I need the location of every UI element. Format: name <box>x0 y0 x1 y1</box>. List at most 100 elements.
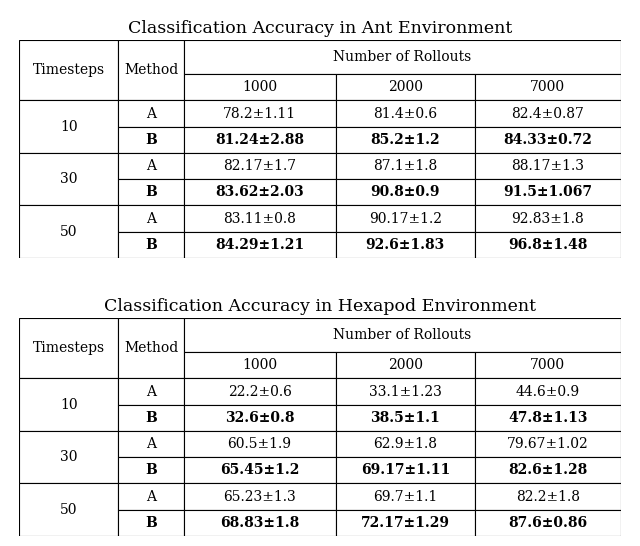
Bar <box>335 378 475 405</box>
Bar <box>184 100 335 127</box>
Text: 96.8±1.48: 96.8±1.48 <box>508 238 588 252</box>
Bar <box>335 127 475 153</box>
Bar <box>184 483 335 510</box>
Text: Number of Rollouts: Number of Rollouts <box>333 50 471 64</box>
Bar <box>475 127 621 153</box>
Text: B: B <box>145 464 157 477</box>
Bar <box>184 457 335 483</box>
Bar <box>475 100 621 127</box>
Text: 68.83±1.8: 68.83±1.8 <box>220 516 299 530</box>
Bar <box>118 510 184 536</box>
Text: 65.45±1.2: 65.45±1.2 <box>220 464 300 477</box>
Bar <box>184 40 621 74</box>
Bar <box>118 232 184 258</box>
Text: B: B <box>145 133 157 147</box>
Bar <box>118 127 184 153</box>
Text: 50: 50 <box>60 503 77 517</box>
Text: 30: 30 <box>60 450 77 464</box>
Text: A: A <box>146 212 156 225</box>
Bar <box>184 405 335 431</box>
Text: 69.17±1.11: 69.17±1.11 <box>361 464 450 477</box>
Text: 10: 10 <box>60 120 77 134</box>
Text: A: A <box>146 159 156 173</box>
Bar <box>118 378 184 405</box>
Bar <box>184 318 621 352</box>
Bar <box>475 431 621 457</box>
Text: 10: 10 <box>60 397 77 412</box>
Text: B: B <box>145 238 157 252</box>
Text: 32.6±0.8: 32.6±0.8 <box>225 411 294 425</box>
Text: 82.4±0.87: 82.4±0.87 <box>511 106 584 121</box>
Bar <box>118 179 184 205</box>
Bar <box>118 457 184 483</box>
Text: Method: Method <box>124 341 178 355</box>
Text: 33.1±1.23: 33.1±1.23 <box>369 384 442 399</box>
Text: B: B <box>145 411 157 425</box>
Text: 7000: 7000 <box>531 80 566 94</box>
Text: 83.62±2.03: 83.62±2.03 <box>215 185 304 199</box>
Bar <box>118 483 184 510</box>
Text: 90.8±0.9: 90.8±0.9 <box>371 185 440 199</box>
Text: 2000: 2000 <box>388 358 423 372</box>
Text: 50: 50 <box>60 225 77 239</box>
Bar <box>184 378 335 405</box>
Bar <box>475 457 621 483</box>
Text: 1000: 1000 <box>242 80 277 94</box>
Bar <box>475 232 621 258</box>
Text: 82.6±1.28: 82.6±1.28 <box>508 464 588 477</box>
Bar <box>184 205 335 232</box>
Text: 82.2±1.8: 82.2±1.8 <box>516 490 580 503</box>
Text: 2000: 2000 <box>388 80 423 94</box>
Bar <box>475 483 621 510</box>
Text: 62.9±1.8: 62.9±1.8 <box>373 437 437 451</box>
Text: 1000: 1000 <box>242 358 277 372</box>
Bar <box>335 100 475 127</box>
Bar <box>335 431 475 457</box>
Text: 91.5±1.067: 91.5±1.067 <box>504 185 593 199</box>
Bar <box>118 40 184 100</box>
Bar <box>335 232 475 258</box>
Bar <box>335 483 475 510</box>
Bar <box>118 318 184 378</box>
Text: 87.6±0.86: 87.6±0.86 <box>508 516 588 530</box>
Bar <box>475 405 621 431</box>
Text: 92.83±1.8: 92.83±1.8 <box>511 212 584 225</box>
Text: 30: 30 <box>60 172 77 186</box>
Text: 7000: 7000 <box>531 358 566 372</box>
Bar <box>184 232 335 258</box>
Text: Method: Method <box>124 63 178 77</box>
Bar <box>184 431 335 457</box>
Bar <box>118 100 184 127</box>
Bar <box>184 153 335 179</box>
Text: 44.6±0.9: 44.6±0.9 <box>516 384 580 399</box>
Bar <box>118 153 184 179</box>
Text: 78.2±1.11: 78.2±1.11 <box>223 106 296 121</box>
Bar <box>19 153 118 205</box>
Text: 90.17±1.2: 90.17±1.2 <box>369 212 442 225</box>
Text: 82.17±1.7: 82.17±1.7 <box>223 159 296 173</box>
Bar <box>19 100 118 153</box>
Bar <box>19 318 118 378</box>
Text: 65.23±1.3: 65.23±1.3 <box>223 490 296 503</box>
Text: Timesteps: Timesteps <box>33 63 105 77</box>
Bar <box>19 40 118 100</box>
Bar <box>335 457 475 483</box>
Bar <box>335 153 475 179</box>
Text: 92.6±1.83: 92.6±1.83 <box>365 238 445 252</box>
Bar <box>335 352 475 378</box>
Bar <box>475 153 621 179</box>
Text: 38.5±1.1: 38.5±1.1 <box>371 411 440 425</box>
Bar <box>335 179 475 205</box>
Bar <box>335 74 475 100</box>
Text: A: A <box>146 384 156 399</box>
Text: 22.2±0.6: 22.2±0.6 <box>228 384 291 399</box>
Text: 79.67±1.02: 79.67±1.02 <box>507 437 589 451</box>
Bar <box>19 205 118 258</box>
Text: 88.17±1.3: 88.17±1.3 <box>511 159 584 173</box>
Text: B: B <box>145 516 157 530</box>
Text: Timesteps: Timesteps <box>33 341 105 355</box>
Text: Classification Accuracy in Hexapod Environment: Classification Accuracy in Hexapod Envir… <box>104 298 536 315</box>
Text: B: B <box>145 185 157 199</box>
Bar <box>475 179 621 205</box>
Text: A: A <box>146 490 156 503</box>
